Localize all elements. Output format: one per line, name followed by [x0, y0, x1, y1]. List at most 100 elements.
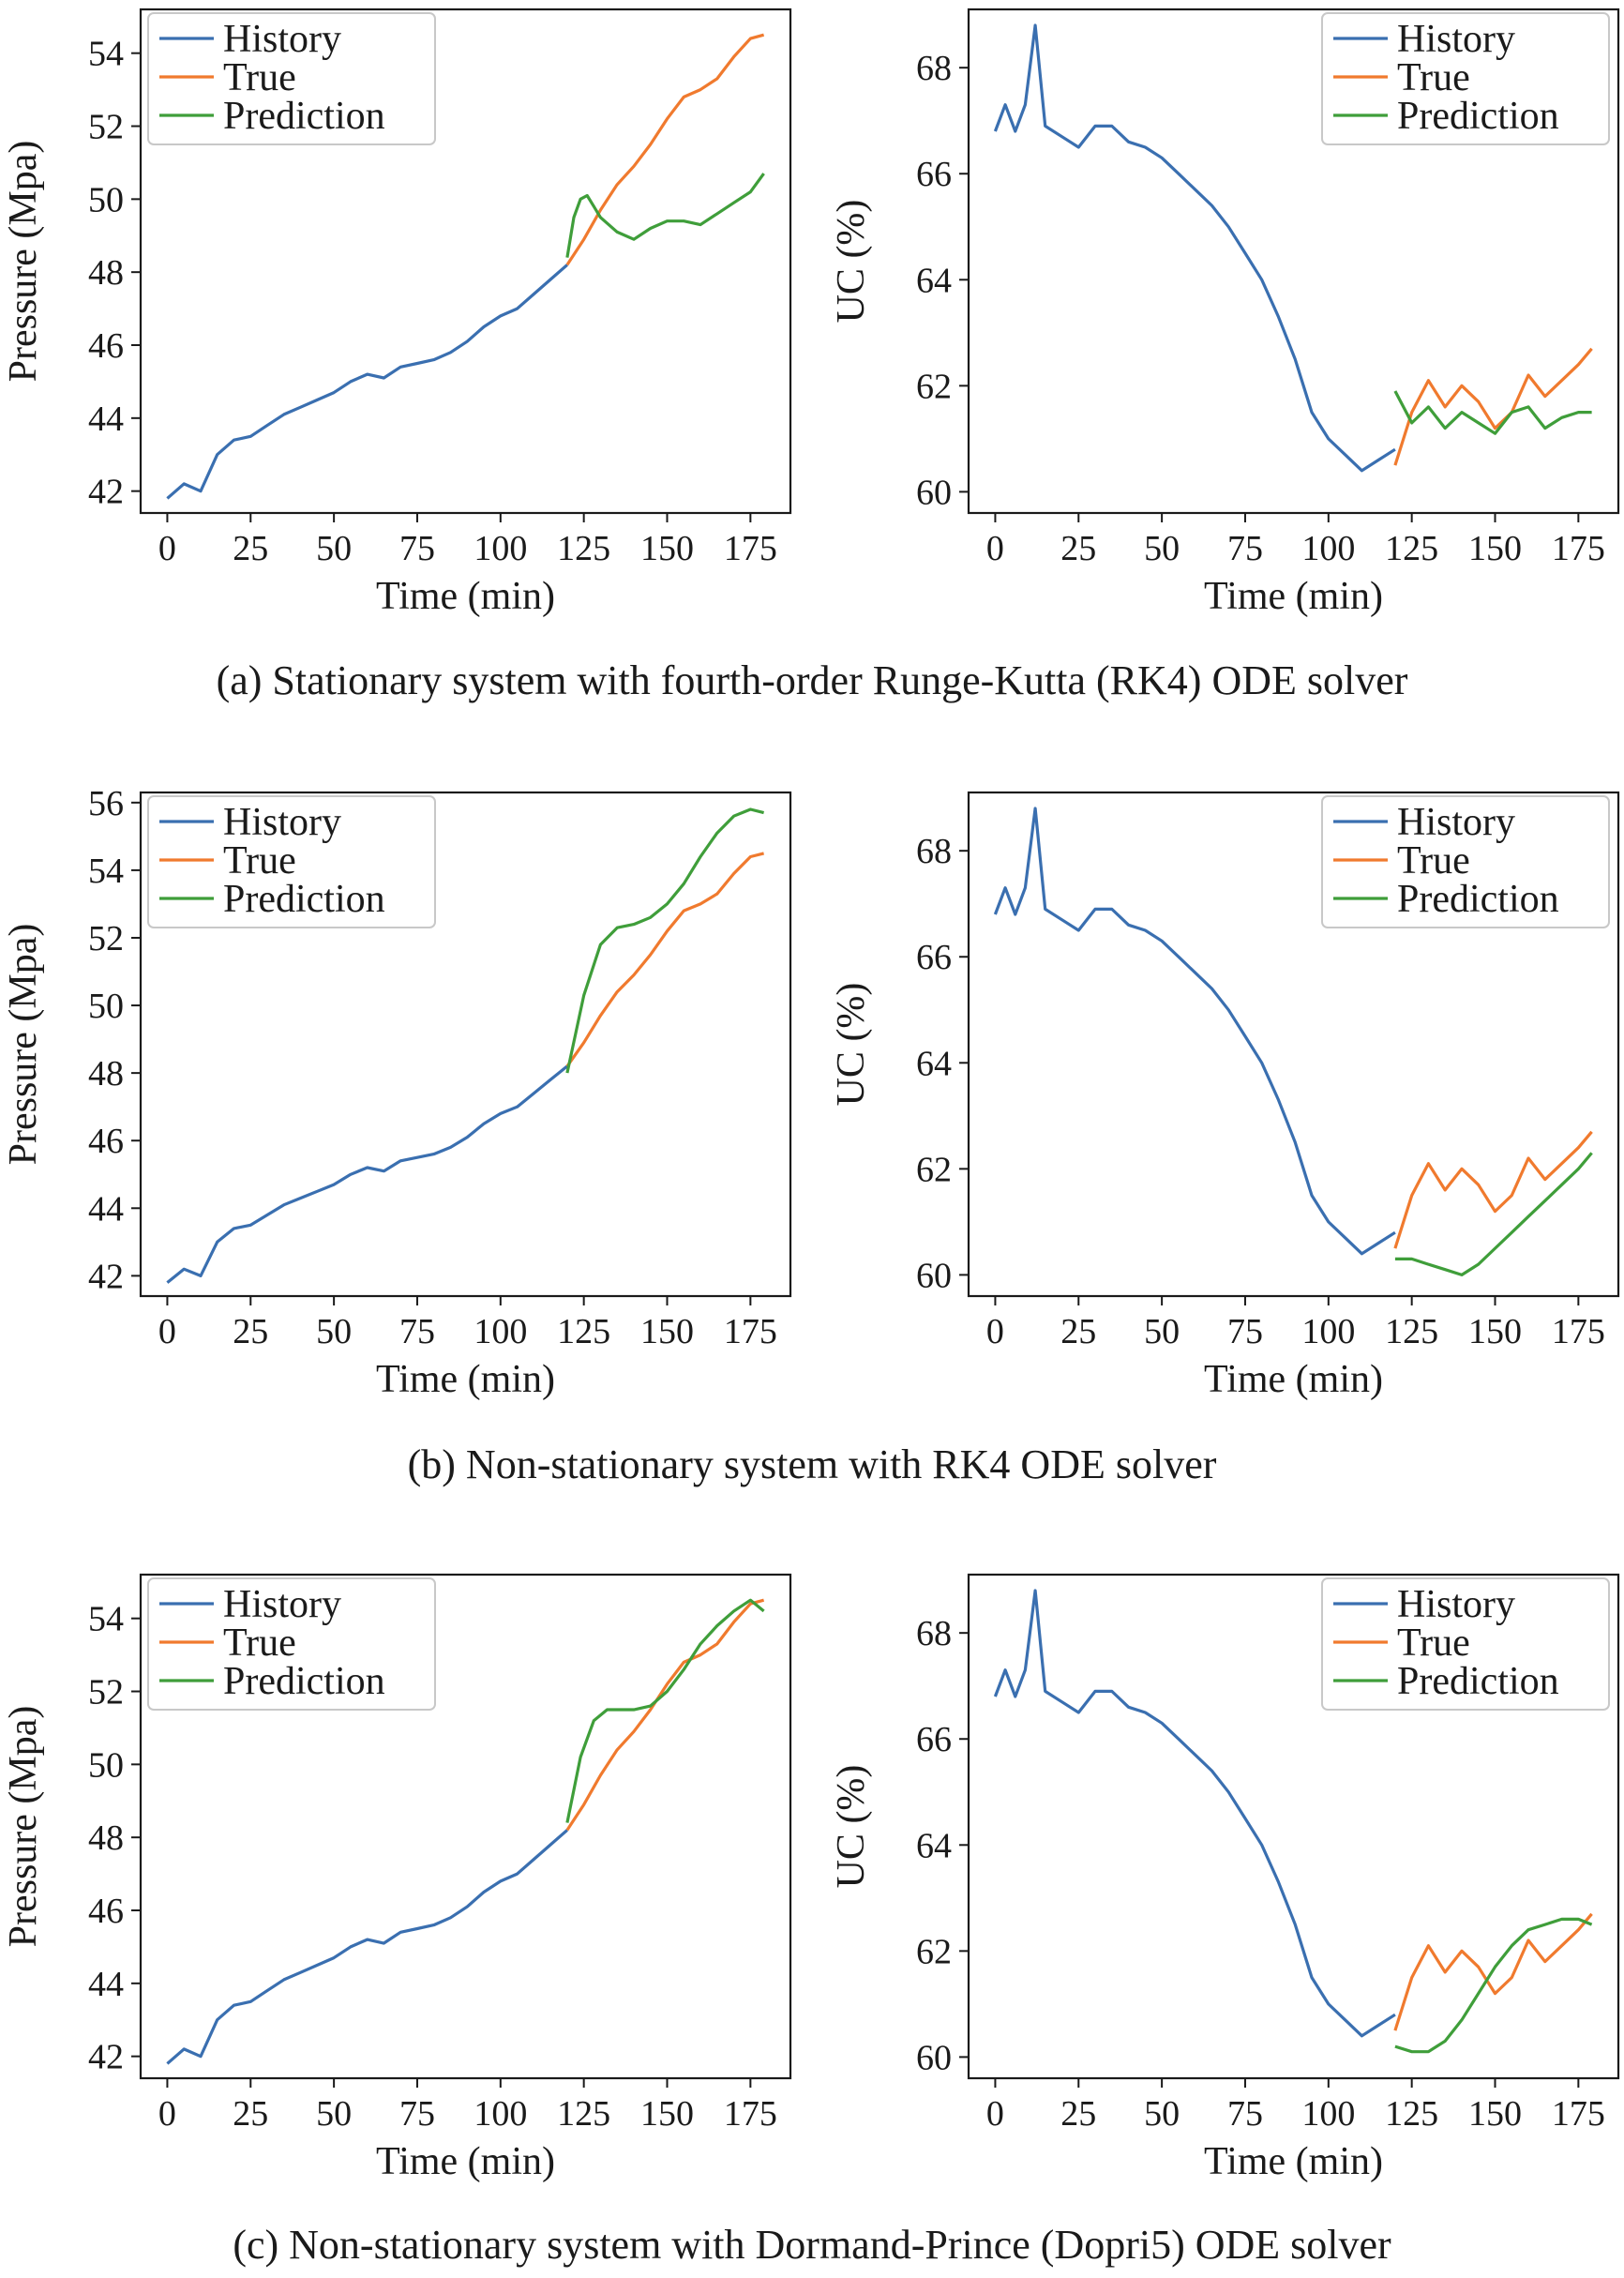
x-tick-label: 175 — [1552, 529, 1605, 568]
legend-label: Prediction — [223, 95, 385, 138]
x-tick-label: 50 — [1144, 2094, 1180, 2134]
x-tick-label: 150 — [640, 1312, 694, 1351]
y-tick-label: 50 — [88, 1745, 124, 1785]
figure-caption: (a) Stationary system with fourth-order … — [217, 657, 1408, 703]
y-tick-label: 44 — [88, 400, 124, 439]
y-tick-label: 46 — [88, 1122, 124, 1161]
x-axis-title: Time (min) — [1204, 2140, 1383, 2183]
x-tick-label: 125 — [557, 1312, 610, 1351]
legend-label: True — [1397, 56, 1470, 99]
x-tick-label: 25 — [233, 2094, 268, 2134]
chart-panel: 0 25 50 75 100 125 150 175 42 44 46 48 50 52 54 Time (m… — [2, 1573, 792, 2183]
x-tick-label: 0 — [158, 2094, 176, 2134]
series-line-prediction — [1394, 1152, 1593, 1277]
x-tick-label: 0 — [986, 1312, 1004, 1351]
y-tick-label: 50 — [88, 180, 124, 219]
series-line-true — [565, 852, 764, 1067]
y-tick-label: 48 — [88, 1054, 124, 1094]
x-tick-label: 150 — [640, 2094, 694, 2134]
y-tick-label: 44 — [88, 1965, 124, 2004]
legend-box — [147, 1577, 436, 1711]
x-tick-label: 125 — [1385, 1312, 1438, 1351]
x-axis-title: Time (min) — [376, 575, 555, 618]
series-line-history — [993, 807, 1396, 1256]
y-tick-label: 52 — [88, 1673, 124, 1712]
series-line-true — [1393, 1912, 1593, 2031]
legend-box — [147, 12, 436, 145]
x-tick-label: 0 — [986, 2094, 1004, 2134]
legend-box — [1321, 12, 1610, 145]
series-line-true — [1393, 347, 1593, 466]
legend-label: History — [223, 18, 341, 61]
y-tick-label: 60 — [916, 473, 952, 512]
figure-caption: (c) Non-stationary system with Dormand-P… — [233, 2222, 1391, 2268]
y-tick-label: 66 — [916, 938, 952, 977]
y-tick-label: 60 — [916, 1256, 952, 1295]
legend-box — [1321, 795, 1610, 928]
y-tick-label: 50 — [88, 987, 124, 1026]
y-tick-label: 54 — [88, 35, 124, 74]
figure-caption: (b) Non-stationary system with RK4 ODE s… — [408, 1441, 1217, 1487]
y-tick-label: 52 — [88, 919, 124, 958]
y-tick-label: 46 — [88, 326, 124, 366]
y-tick-label: 68 — [916, 49, 952, 88]
y-tick-label: 48 — [88, 1818, 124, 1858]
y-tick-label: 42 — [88, 2038, 124, 2077]
x-tick-label: 175 — [724, 529, 777, 568]
y-tick-label: 56 — [88, 784, 124, 823]
legend-label: Prediction — [1397, 878, 1559, 921]
series-line-true — [1393, 1130, 1593, 1249]
y-axis-title: UC (%) — [830, 1765, 873, 1889]
x-tick-label: 0 — [158, 1312, 176, 1351]
series-line-true — [565, 1598, 765, 1832]
plot-frame — [139, 8, 792, 515]
x-tick-label: 75 — [399, 2094, 435, 2134]
x-tick-label: 150 — [1468, 2094, 1522, 2134]
legend-label: History — [1397, 1583, 1515, 1626]
x-tick-label: 25 — [1060, 2094, 1096, 2134]
x-tick-label: 50 — [1144, 1312, 1180, 1351]
x-tick-label: 50 — [1144, 529, 1180, 568]
x-axis-title: Time (min) — [1204, 575, 1383, 618]
y-tick-label: 46 — [88, 1892, 124, 1931]
x-tick-label: 0 — [158, 529, 176, 568]
series-line-prediction — [565, 807, 764, 1074]
plot-frame — [139, 1573, 792, 2080]
x-tick-label: 25 — [1060, 1312, 1096, 1351]
series-line-prediction — [565, 1598, 765, 1823]
x-tick-label: 100 — [474, 2094, 527, 2134]
x-tick-label: 75 — [1227, 2094, 1263, 2134]
legend-label: History — [223, 801, 341, 844]
series-line-history — [166, 1064, 568, 1284]
x-tick-label: 175 — [724, 1312, 777, 1351]
series-line-prediction — [1393, 390, 1592, 435]
y-tick-label: 62 — [916, 367, 952, 406]
x-tick-label: 50 — [316, 529, 352, 568]
chart-panel: 0 25 50 75 100 125 150 175 60 62 64 66 68 Time (min) U… — [830, 791, 1620, 1401]
series-line-prediction — [565, 173, 765, 258]
series-line-history — [993, 23, 1396, 473]
x-tick-label: 100 — [1301, 2094, 1355, 2134]
legend-label: Prediction — [223, 878, 385, 921]
legend-label: True — [223, 1622, 296, 1665]
x-axis-title: Time (min) — [376, 1358, 555, 1401]
legend-label: True — [223, 839, 296, 883]
x-tick-label: 0 — [986, 529, 1004, 568]
x-tick-label: 150 — [640, 529, 694, 568]
x-tick-label: 175 — [1552, 1312, 1605, 1351]
y-tick-label: 64 — [916, 1826, 952, 1865]
chart-panel: 0 25 50 75 100 125 150 175 42 44 46 48 50 52 54 Time (m… — [2, 8, 792, 618]
plot-frame — [967, 1573, 1620, 2080]
series-line-true — [565, 33, 765, 266]
x-tick-label: 100 — [1301, 1312, 1355, 1351]
y-tick-label: 64 — [916, 1044, 952, 1083]
y-tick-label: 62 — [916, 1150, 952, 1189]
x-tick-label: 150 — [1468, 529, 1522, 568]
legend-label: Prediction — [223, 1660, 385, 1703]
x-tick-label: 50 — [316, 2094, 352, 2134]
